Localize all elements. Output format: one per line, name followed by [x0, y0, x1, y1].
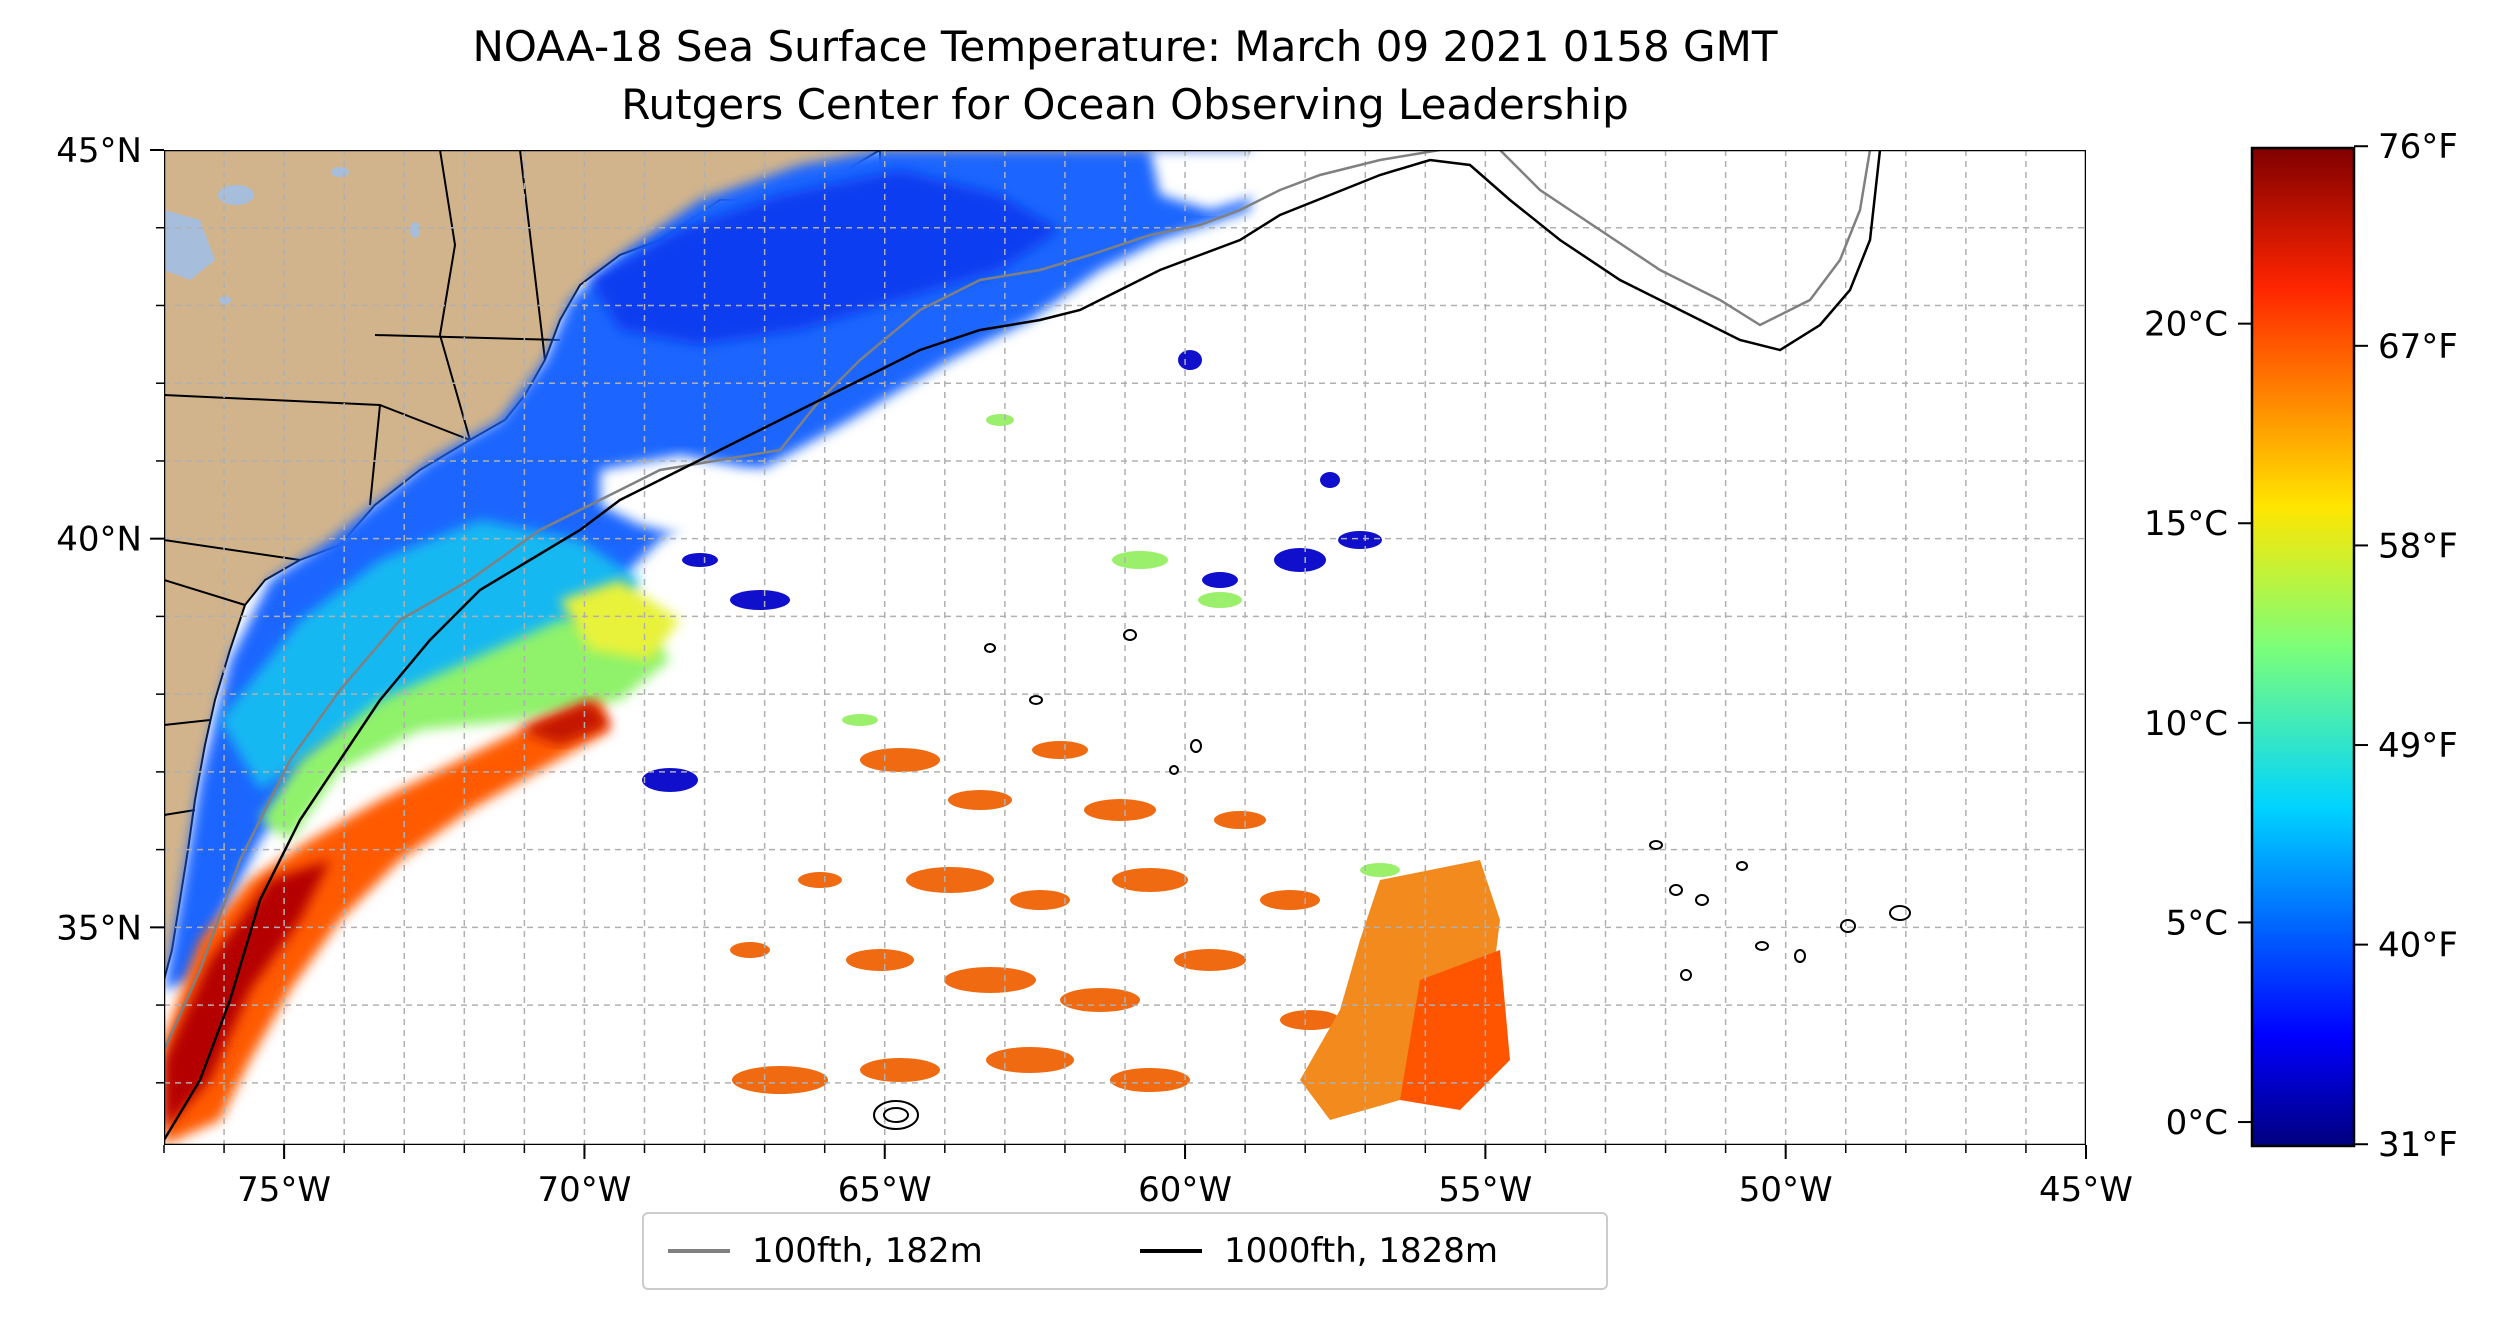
map-area — [164, 150, 2086, 1145]
lon-tick-label: 70°W — [537, 1170, 631, 1210]
lat-tick-label: 45°N — [56, 131, 142, 171]
colorbar-gradient — [2250, 146, 2356, 1148]
map-title: NOAA-18 Sea Surface Temperature: March 0… — [472, 22, 1778, 71]
fahrenheit-tick-label: 49°F — [2378, 726, 2458, 766]
fahrenheit-tick-label: 31°F — [2378, 1125, 2458, 1165]
colorbar-celsius-axis: 0°C 5°C 10°C 15°C 20°C — [2144, 305, 2252, 1143]
lon-tick-label: 55°W — [1438, 1170, 1532, 1210]
legend-item-1000fth: 1000fth, 1828m — [1140, 1214, 1498, 1288]
celsius-tick-label: 20°C — [2144, 305, 2228, 345]
celsius-tick-label: 10°C — [2144, 704, 2228, 744]
colorbar-fahrenheit-axis: 31°F 40°F 49°F 58°F 67°F 76°F — [2354, 127, 2458, 1165]
longitude-axis: 75°W 70°W 65°W 60°W 55°W 50°W 45°W — [163, 1145, 2133, 1210]
lon-tick-label: 60°W — [1138, 1170, 1232, 1210]
contour-legend: 100fth, 182m 1000fth, 1828m — [642, 1212, 1608, 1290]
lat-tick-label: 40°N — [56, 520, 142, 560]
lat-tick-label: 35°N — [56, 908, 142, 948]
celsius-tick-label: 15°C — [2144, 504, 2228, 544]
contour-1000fth — [164, 150, 1882, 1141]
seamount-contours — [873, 629, 1911, 1130]
colorbar: 0°C 5°C 10°C 15°C 20°C 31°F 40°F 49°F 58°F 67°F 7… — [2144, 127, 2458, 1165]
legend-label-100fth: 100fth, 182m — [752, 1231, 983, 1271]
lon-tick-label: 45°W — [2039, 1170, 2133, 1210]
state-borders — [164, 150, 561, 816]
map-subtitle: Rutgers Center for Ocean Observing Leade… — [621, 80, 1629, 129]
fahrenheit-tick-label: 67°F — [2378, 327, 2458, 367]
celsius-tick-label: 0°C — [2166, 1103, 2228, 1143]
fahrenheit-tick-label: 58°F — [2378, 526, 2458, 566]
lon-tick-label: 65°W — [838, 1170, 932, 1210]
lon-tick-label: 50°W — [1739, 1170, 1833, 1210]
latitude-axis: 45°N 40°N 35°N — [56, 131, 164, 1084]
legend-label-1000fth: 1000fth, 1828m — [1224, 1231, 1499, 1271]
fahrenheit-tick-label: 76°F — [2378, 127, 2458, 167]
fahrenheit-tick-label: 40°F — [2378, 926, 2458, 966]
celsius-tick-label: 5°C — [2166, 903, 2228, 943]
legend-swatch-gray — [668, 1249, 730, 1253]
map-gridlines — [164, 150, 2086, 1145]
lon-tick-label: 75°W — [237, 1170, 331, 1210]
legend-item-100fth: 100fth, 182m — [668, 1214, 983, 1288]
legend-swatch-black — [1140, 1249, 1202, 1253]
